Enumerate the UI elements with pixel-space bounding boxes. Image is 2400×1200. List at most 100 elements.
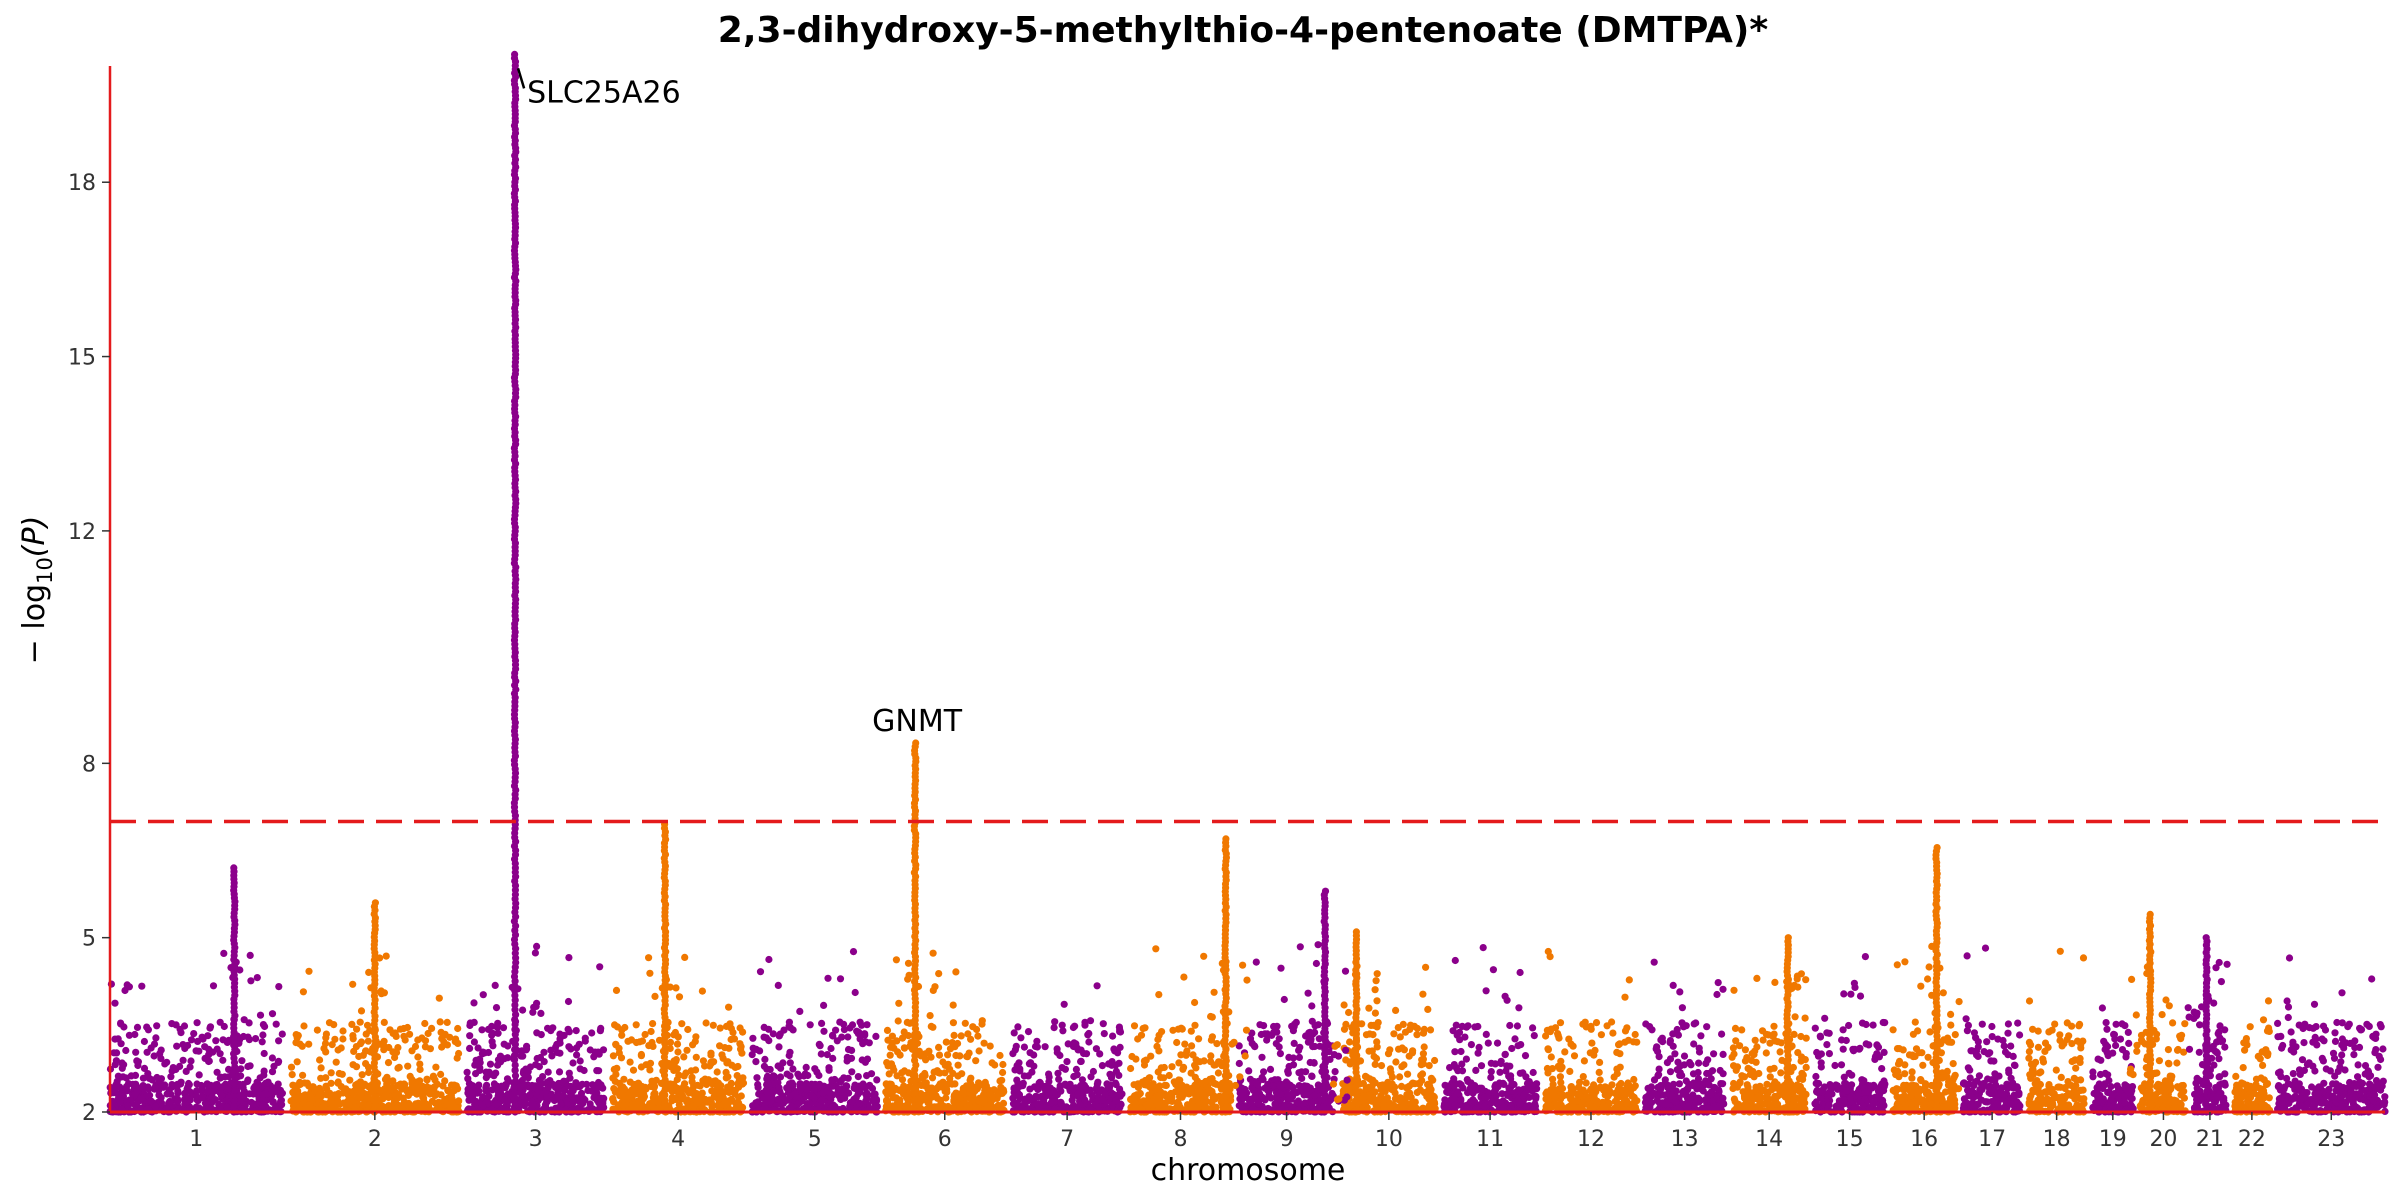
snp-point	[205, 1051, 213, 1059]
snp-point	[131, 1071, 140, 1079]
snp-point	[315, 1090, 324, 1099]
snp-point	[775, 1084, 783, 1092]
snp-point	[1235, 1059, 1243, 1068]
snp-point	[1719, 1080, 1727, 1088]
snp-point	[1557, 1078, 1565, 1087]
snp-point	[595, 1067, 603, 1075]
snp-point	[1053, 1045, 1061, 1053]
snp-point	[213, 1068, 221, 1076]
snp-point	[454, 1039, 462, 1047]
snp-point	[754, 1080, 762, 1089]
snp-point	[1719, 985, 1727, 993]
snp-point	[707, 1049, 715, 1057]
snp-point	[865, 1039, 873, 1047]
snp-point	[1398, 1044, 1406, 1052]
snp-point	[1050, 1087, 1058, 1095]
snp-point	[362, 1060, 370, 1068]
snp-point	[573, 1083, 581, 1091]
snp-point	[786, 1024, 795, 1032]
snp-point	[575, 1040, 583, 1048]
snp-point	[782, 1096, 790, 1104]
snp-point	[1493, 1098, 1501, 1106]
snp-point	[935, 1051, 944, 1059]
snp-point	[709, 1021, 717, 1029]
snp-point	[737, 1043, 745, 1051]
snp-point	[1404, 1070, 1412, 1078]
snp-point	[1480, 1102, 1489, 1110]
snp-point	[1513, 1022, 1521, 1030]
snp-point	[544, 1068, 552, 1076]
snp-point	[1621, 993, 1629, 1001]
snp-point	[1235, 1102, 1243, 1110]
snp-point	[683, 1046, 691, 1054]
snp-point	[752, 1058, 760, 1066]
snp-point	[716, 1042, 724, 1050]
snp-point	[766, 1065, 774, 1074]
snp-point	[151, 1083, 159, 1091]
snp-point	[1392, 1006, 1400, 1015]
snp-point	[436, 1018, 444, 1026]
snp-point	[537, 1009, 545, 1018]
snp-point	[1692, 1019, 1700, 1027]
snp-point	[573, 1051, 581, 1059]
snp-point	[470, 1038, 478, 1046]
snp-point	[518, 1092, 526, 1100]
snp-point	[1034, 1085, 1042, 1094]
snp-point	[161, 1060, 169, 1068]
snp-point	[275, 983, 283, 991]
snp-point	[834, 1085, 842, 1093]
snp-point	[120, 1023, 128, 1031]
snp-point	[133, 1057, 141, 1065]
snp-point	[988, 1059, 996, 1067]
snp-point	[259, 1021, 267, 1029]
snp-point	[1296, 943, 1304, 951]
snp-point	[1674, 1058, 1682, 1066]
snp-point	[1173, 1087, 1182, 1095]
snp-point	[1609, 1029, 1617, 1037]
snp-point	[327, 1096, 335, 1104]
snp-point	[187, 1057, 195, 1065]
snp-point	[565, 1028, 573, 1036]
snp-point	[638, 1037, 647, 1045]
snp-point	[680, 1072, 688, 1080]
snp-point	[1266, 1065, 1275, 1073]
snp-point	[190, 1030, 198, 1038]
snp-point	[298, 1042, 306, 1050]
snp-point	[1149, 1081, 1157, 1089]
snp-point	[482, 1068, 490, 1076]
snp-point	[1595, 1068, 1603, 1076]
snp-point	[698, 987, 707, 995]
snp-point	[1092, 1045, 1100, 1053]
snp-point	[734, 1102, 742, 1110]
snp-point	[1072, 1040, 1080, 1048]
snp-point	[219, 1083, 227, 1091]
snp-point	[1192, 1081, 1200, 1089]
snp-point	[1669, 981, 1677, 990]
snp-point	[794, 1100, 802, 1108]
snp-point	[1430, 1093, 1438, 1101]
snp-point	[769, 1072, 778, 1080]
snp-point	[479, 991, 487, 999]
snp-point	[296, 1080, 304, 1089]
snp-point	[588, 1081, 597, 1089]
snp-point	[1566, 1102, 1574, 1110]
snp-point	[157, 1054, 165, 1063]
snp-point	[1398, 1100, 1406, 1108]
snp-point	[704, 1076, 713, 1084]
snp-point	[1452, 1021, 1460, 1029]
snp-point	[122, 1085, 130, 1093]
snp-point	[316, 1056, 324, 1064]
snp-point	[775, 1043, 783, 1051]
snp-point	[1294, 1097, 1302, 1105]
snp-point	[975, 1047, 983, 1055]
snp-point	[1719, 1050, 1727, 1058]
snp-point	[476, 1064, 484, 1072]
snp-point	[276, 1086, 284, 1094]
snp-point	[1582, 1023, 1590, 1031]
snp-point	[629, 1066, 638, 1074]
snp-point	[334, 1046, 342, 1054]
snp-point	[1162, 1081, 1170, 1090]
snp-point	[332, 1058, 340, 1066]
snp-point	[1105, 1060, 1113, 1068]
